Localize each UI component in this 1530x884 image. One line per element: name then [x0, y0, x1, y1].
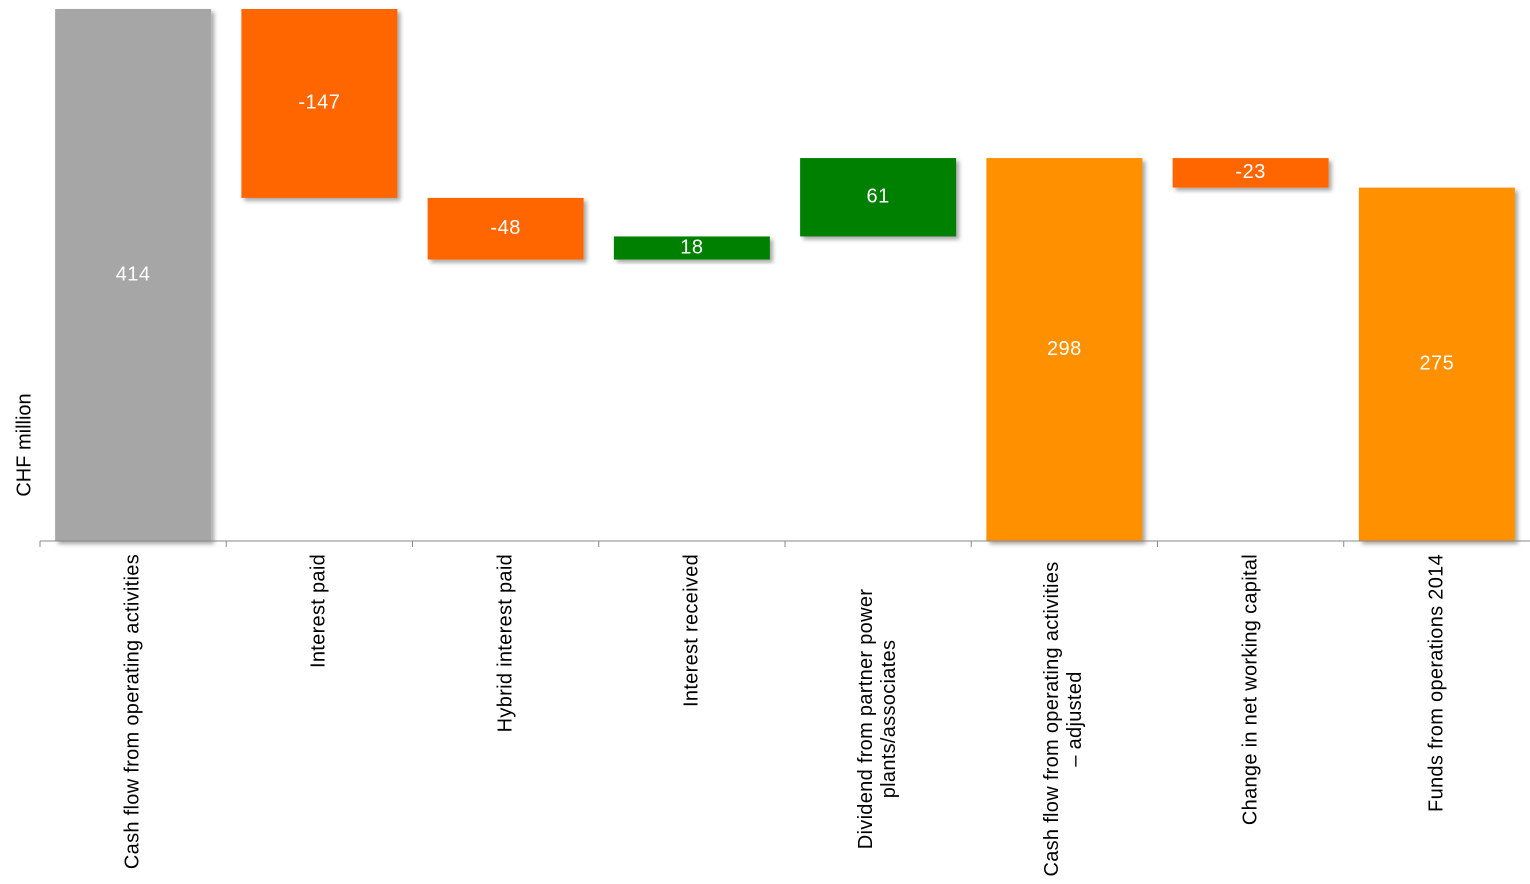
- x-tick-label: Interest received: [680, 554, 703, 707]
- x-tick-label: Interest paid: [307, 554, 330, 668]
- x-tick-label: Hybrid interest paid: [494, 554, 517, 733]
- value-label: -48: [490, 217, 520, 239]
- value-label: 18: [680, 236, 703, 258]
- value-label: -147: [298, 92, 340, 114]
- x-tick-label: Dividend from partner power plants/assoc…: [855, 588, 901, 850]
- x-tick-label: Funds from operations 2014: [1425, 554, 1448, 812]
- bar: [1358, 187, 1515, 542]
- value-label: 414: [116, 263, 151, 285]
- value-label: 61: [867, 186, 890, 208]
- bar: [986, 158, 1143, 541]
- x-tick-label: Cash flow from operating activities: [121, 554, 144, 870]
- bar: [613, 236, 770, 260]
- bar: [55, 9, 212, 541]
- y-axis-label: CHF million: [13, 393, 35, 496]
- value-label: -23: [1235, 161, 1265, 183]
- value-label: 275: [1419, 353, 1454, 375]
- bar: [427, 197, 584, 260]
- bar: [1172, 158, 1329, 188]
- x-tick-label: Change in net working capital: [1239, 554, 1262, 826]
- value-label: 298: [1047, 338, 1082, 360]
- x-tick-label: Cash flow from operating activities – ad…: [1041, 561, 1087, 877]
- bar: [241, 9, 398, 198]
- bar: [800, 158, 957, 237]
